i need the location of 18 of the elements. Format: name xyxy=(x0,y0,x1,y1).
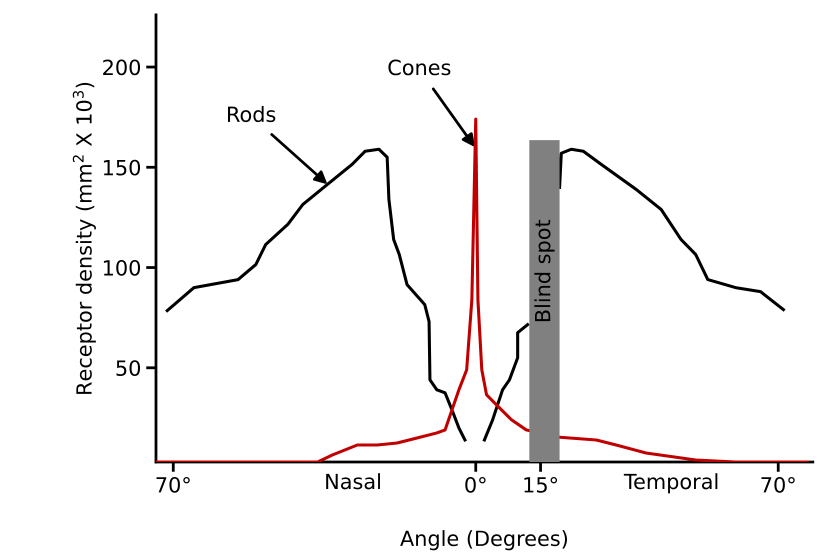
y-tick-label: 50 xyxy=(116,360,140,376)
text: Nasal xyxy=(326,473,380,490)
annotation: Rods xyxy=(228,106,276,122)
x-tick-label: 15° xyxy=(524,476,558,493)
band-label: Blind spot xyxy=(534,220,555,322)
x-tick-label: 0° xyxy=(465,476,486,493)
x-tick-label: 70° xyxy=(156,476,190,493)
text: Temporal xyxy=(624,473,718,494)
y-axis-title: Receptor density (mm$^{2}$ X 10$^{3}$) xyxy=(72,82,96,394)
annotation: Cones xyxy=(388,60,450,76)
line-series xyxy=(166,148,466,442)
line-series xyxy=(482,323,530,442)
y-tick-label: 150 xyxy=(104,160,140,176)
x-tick-label: 70° xyxy=(761,476,795,493)
line-series xyxy=(558,148,785,312)
y-tick-label: 200 xyxy=(103,59,140,76)
x-axis-title: Angle (Degrees) xyxy=(400,530,568,550)
y-tick-label: 100 xyxy=(104,260,140,276)
